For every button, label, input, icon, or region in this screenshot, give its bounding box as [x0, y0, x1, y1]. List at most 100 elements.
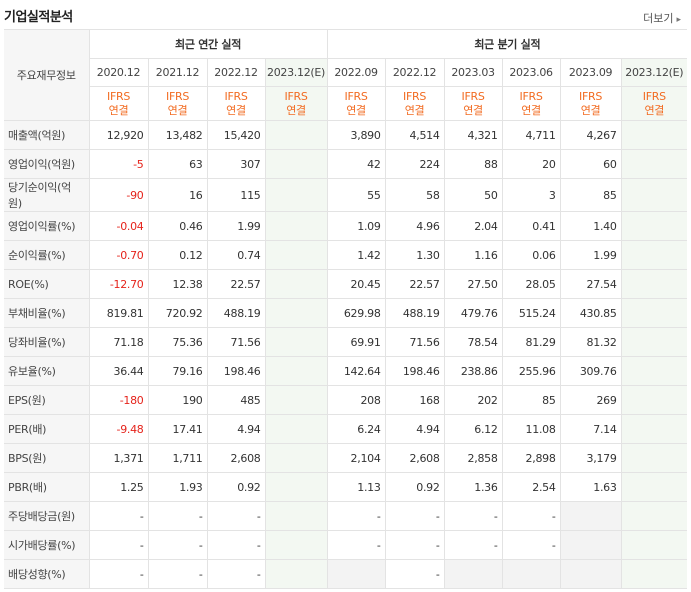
value-cell: 1.63 — [559, 472, 622, 502]
value-cell: 28.05 — [501, 269, 561, 299]
value-cell: 0.74 — [206, 240, 266, 270]
value-cell: 819.81 — [88, 298, 149, 328]
value-cell: 2,858 — [443, 443, 503, 473]
value-cell: 17.41 — [147, 414, 208, 444]
table-row: EPS(원) -180 190 485 208 168 202 85 269 — [4, 385, 688, 415]
basis-scope: 연결 — [404, 103, 425, 117]
value-cell: 0.92 — [206, 472, 266, 502]
period-header: 2020.12 — [89, 58, 149, 87]
value-cell: 269 — [559, 385, 622, 415]
row-label: 당기순이익(억원) — [4, 178, 90, 212]
row-label: 영업이익(억원) — [4, 149, 90, 179]
table-row: PER(배) -9.48 17.41 4.94 6.24 4.94 6.12 11.08 7.1… — [4, 414, 688, 444]
basis-header: IFRS 연결 — [384, 86, 445, 121]
value-cell: 488.19 — [384, 298, 445, 328]
value-cell: 69.91 — [326, 327, 386, 357]
value-cell: - — [147, 559, 208, 589]
period-header: 2023.09 — [559, 58, 622, 87]
value-cell — [264, 443, 328, 473]
value-cell — [264, 414, 328, 444]
basis-header: IFRS 연결 — [89, 86, 149, 121]
value-cell: 1.99 — [206, 211, 266, 241]
value-cell — [264, 530, 328, 560]
chevron-right-icon: ▸ — [676, 15, 681, 25]
basis-scope: 연결 — [644, 103, 665, 117]
value-cell: 6.24 — [326, 414, 386, 444]
basis-standard: IFRS — [579, 89, 603, 103]
value-cell: 36.44 — [88, 356, 149, 386]
value-cell — [264, 120, 328, 150]
value-cell — [264, 178, 328, 212]
value-cell: 1,711 — [147, 443, 208, 473]
value-cell: 42 — [326, 149, 386, 179]
value-cell — [264, 269, 328, 299]
table-row: 시가배당률(%) - - - - - - - — [4, 530, 688, 560]
row-label: 매출액(억원) — [4, 120, 90, 150]
value-cell: - — [147, 530, 208, 560]
value-cell — [620, 530, 688, 560]
basis-header: IFRS 연결 — [147, 86, 208, 121]
annual-group-header: 최근 연간 실적 — [88, 29, 328, 59]
value-cell: 22.57 — [206, 269, 266, 299]
table-row: PBR(배) 1.25 1.93 0.92 1.13 0.92 1.36 2.54 1.63 — [4, 472, 688, 502]
value-cell: 20 — [501, 149, 561, 179]
value-cell: -180 — [88, 385, 149, 415]
value-cell: 0.06 — [501, 240, 561, 270]
value-cell: 1.13 — [326, 472, 386, 502]
table-row: 순이익률(%) -0.70 0.12 0.74 1.42 1.30 1.16 0.06 1.99 — [4, 240, 688, 270]
value-cell: 515.24 — [501, 298, 561, 328]
value-cell — [264, 559, 328, 589]
basis-scope: 연결 — [521, 103, 541, 117]
value-cell: 224 — [384, 149, 445, 179]
basis-header: IFRS 연결 — [501, 86, 561, 121]
value-cell: 1.40 — [559, 211, 622, 241]
value-cell: 27.50 — [443, 269, 503, 299]
value-cell — [264, 149, 328, 179]
value-cell: 3 — [501, 178, 561, 212]
value-cell: 430.85 — [559, 298, 622, 328]
value-cell: 309.76 — [559, 356, 622, 386]
value-cell: 15,420 — [206, 120, 266, 150]
value-cell: 190 — [147, 385, 208, 415]
period-header: 2022.09 — [326, 58, 386, 87]
value-cell: 11.08 — [501, 414, 561, 444]
value-cell: 485 — [206, 385, 266, 415]
value-cell: 255.96 — [501, 356, 561, 386]
basis-header: IFRS 연결 — [206, 86, 266, 121]
value-cell — [326, 559, 386, 589]
value-cell: 88 — [443, 149, 503, 179]
basis-scope: 연결 — [463, 103, 483, 117]
value-cell: 4,267 — [559, 120, 622, 150]
basis-header: IFRS 연결 — [264, 86, 328, 121]
value-cell: 85 — [559, 178, 622, 212]
basis-standard: IFRS — [403, 89, 427, 103]
value-cell — [620, 211, 688, 241]
value-cell: 142.64 — [326, 356, 386, 386]
value-cell — [620, 120, 688, 150]
value-cell: 202 — [443, 385, 503, 415]
row-label: BPS(원) — [4, 443, 90, 473]
more-link[interactable]: 더보기 ▸ — [643, 10, 681, 26]
value-cell: 55 — [326, 178, 386, 212]
value-cell: 168 — [384, 385, 445, 415]
value-cell: - — [326, 501, 386, 531]
value-cell — [620, 443, 688, 473]
value-cell: 20.45 — [326, 269, 386, 299]
value-cell — [264, 501, 328, 531]
row-label: EPS(원) — [4, 385, 90, 415]
value-cell: 488.19 — [206, 298, 266, 328]
table-row: ROE(%) -12.70 12.38 22.57 20.45 22.57 27.50 28.… — [4, 269, 688, 299]
value-cell: -5 — [88, 149, 149, 179]
period-header: 2023.12(E) — [620, 58, 688, 87]
value-cell: 0.46 — [147, 211, 208, 241]
value-cell: -12.70 — [88, 269, 149, 299]
basis-header: IFRS 연결 — [620, 86, 688, 121]
table-row: BPS(원) 1,371 1,711 2,608 2,104 2,608 2,858 2,89… — [4, 443, 688, 473]
value-cell: 6.12 — [443, 414, 503, 444]
basis-header: IFRS 연결 — [559, 86, 622, 121]
value-cell: 2,898 — [501, 443, 561, 473]
value-cell: 1.25 — [88, 472, 149, 502]
value-cell: - — [501, 530, 561, 560]
value-cell: - — [206, 530, 266, 560]
value-cell: 81.32 — [559, 327, 622, 357]
